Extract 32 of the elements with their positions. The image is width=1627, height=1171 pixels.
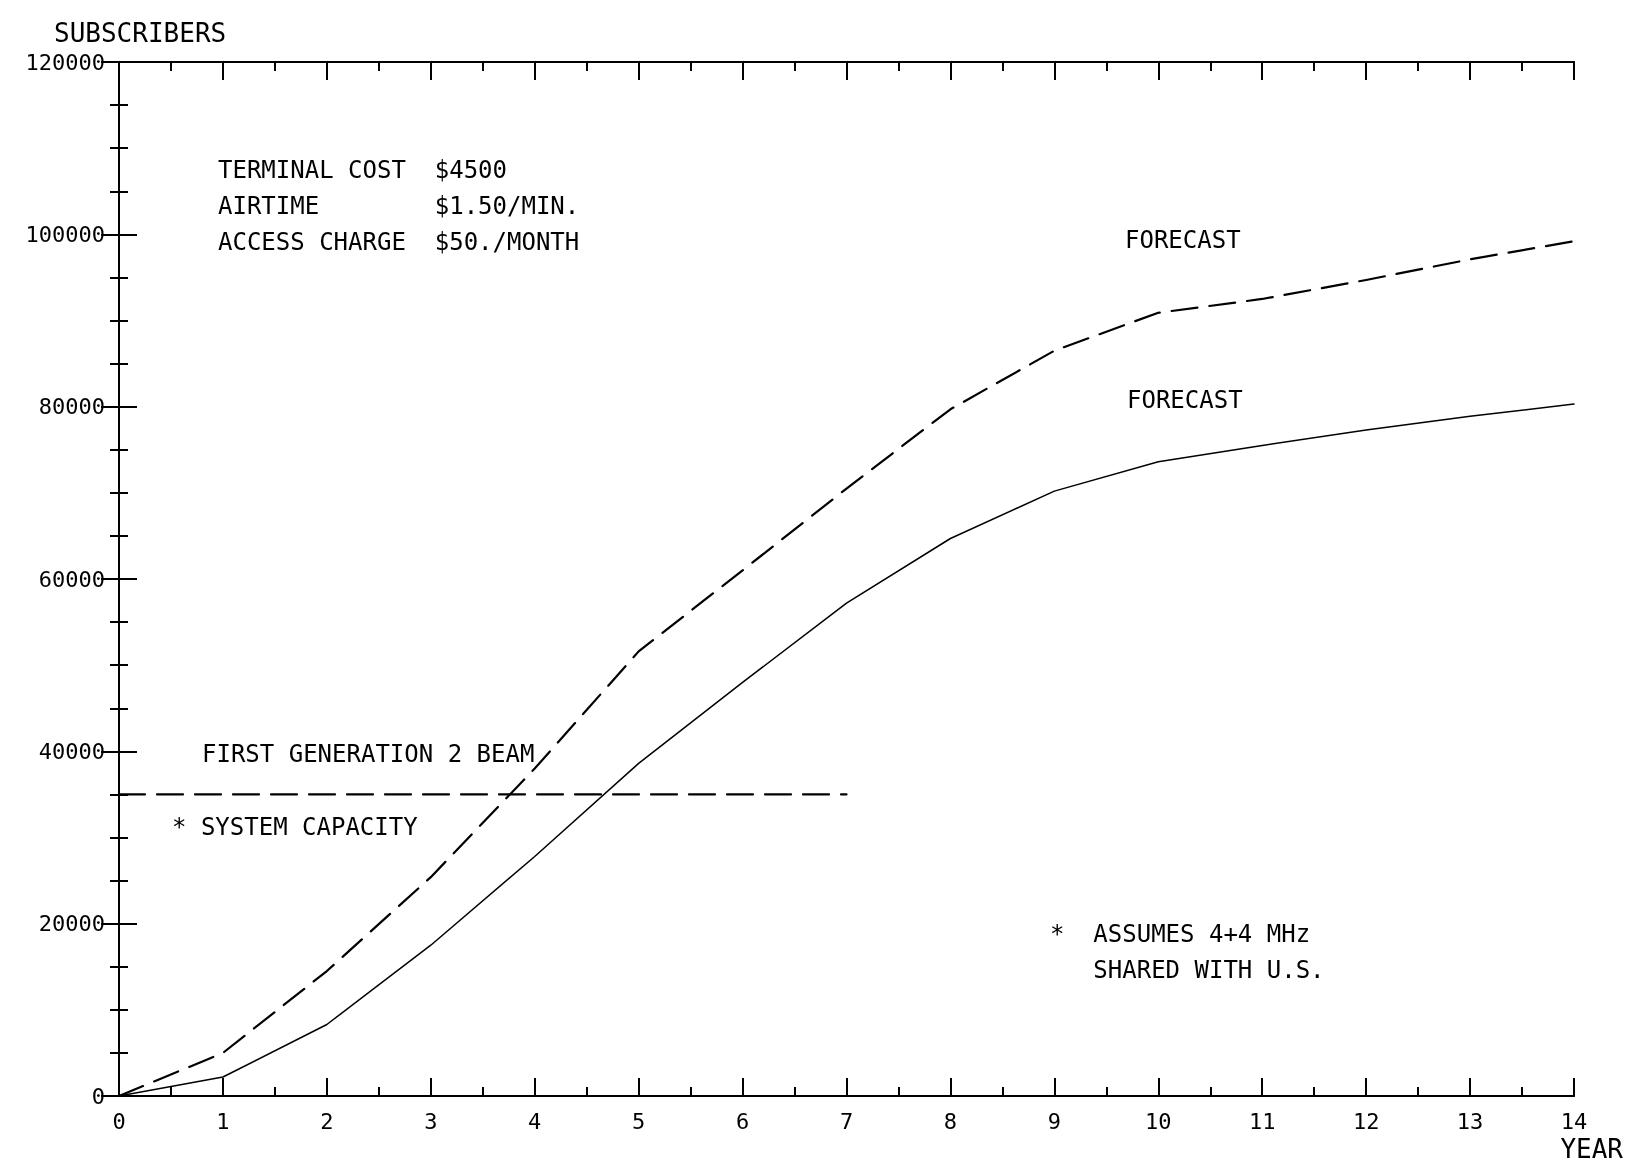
annotation: SHARED WITH U.S.: [1050, 956, 1325, 984]
x-tick-label: 0: [112, 1108, 126, 1134]
x-tick-label: 11: [1248, 1108, 1276, 1134]
annotation: TERMINAL COST $4500: [218, 156, 507, 184]
x-tick-label: 4: [528, 1108, 542, 1134]
series-label: FORECAST: [1125, 226, 1241, 254]
x-tick-label: 13: [1456, 1108, 1484, 1134]
x-tick-label: 12: [1352, 1108, 1380, 1134]
y-tick-label: 100000: [25, 221, 105, 247]
y-tick-label: 120000: [25, 49, 105, 75]
annotation: * SYSTEM CAPACITY: [172, 813, 419, 841]
x-tick-label: 9: [1047, 1108, 1061, 1134]
x-tick-label: 7: [839, 1108, 854, 1134]
x-tick-label: 2: [320, 1108, 334, 1134]
annotation: ACCESS CHARGE $50./MONTH: [218, 228, 580, 256]
y-axis-title: SUBSCRIBERS: [54, 18, 227, 48]
x-tick-label: 1: [216, 1108, 230, 1134]
y-tick-label: 80000: [38, 394, 105, 420]
x-tick-label: 6: [735, 1108, 750, 1134]
y-tick-label: 20000: [38, 911, 105, 937]
x-axis-title: YEAR: [1560, 1134, 1624, 1164]
x-tick-label: 3: [424, 1108, 438, 1134]
annotation: AIRTIME $1.50/MIN.: [218, 192, 580, 220]
x-tick-label: 10: [1145, 1108, 1172, 1134]
annotation: FIRST GENERATION 2 BEAM: [202, 740, 535, 768]
series-label: FORECAST: [1127, 386, 1243, 414]
x-tick-label: 14: [1560, 1108, 1588, 1134]
x-tick-label: 8: [943, 1108, 958, 1134]
y-tick-label: 40000: [38, 738, 105, 764]
annotation: * ASSUMES 4+4 MHz: [1050, 920, 1311, 948]
x-tick-label: 5: [632, 1108, 646, 1134]
y-tick-label: 60000: [38, 566, 105, 592]
